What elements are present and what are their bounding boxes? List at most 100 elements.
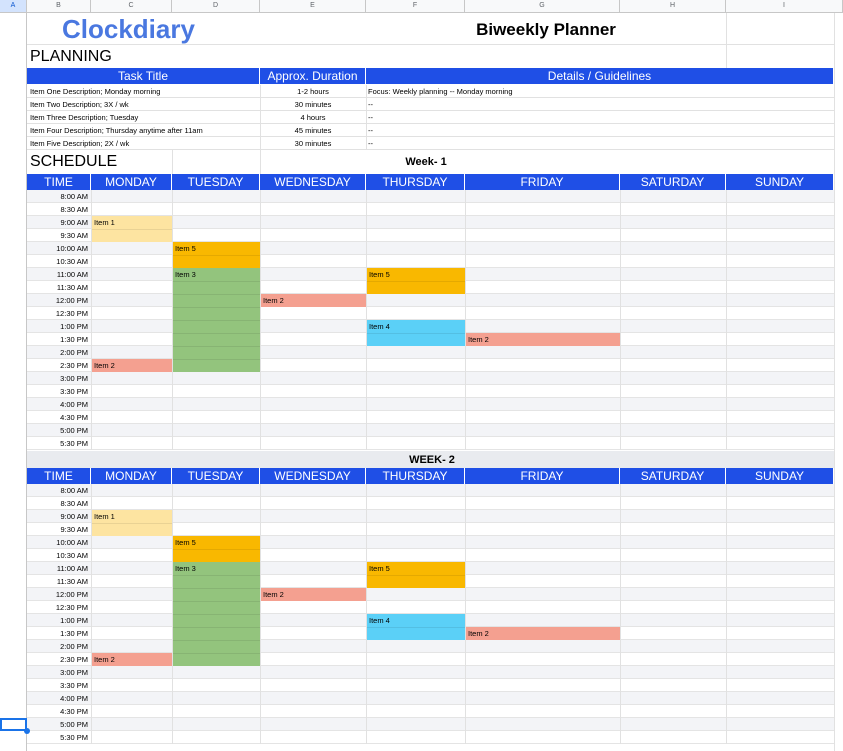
schedule-block-item-2[interactable]: Item 2 [92,653,172,666]
planner-title: Biweekly Planner [476,20,616,39]
clockdiary-logo: Clockdiary [62,14,195,44]
planning-row [27,111,834,124]
gridline [172,150,173,174]
planning-details: Focus: Weekly planning -- Monday morning [368,87,513,96]
schedule-block-item-5[interactable]: Item 5 [367,562,465,588]
gridline [726,190,727,450]
schedule-block-item-5[interactable]: Item 5 [367,268,465,294]
time-row [27,411,834,424]
time-label: 2:00 PM [60,348,88,357]
planning-details: -- [368,126,373,135]
time-label: 12:00 PM [55,590,88,599]
block-row-divider [173,281,260,282]
schedule-block-item-3[interactable]: Item 3 [173,562,260,666]
gridline [366,85,367,150]
schedule-block-item-4[interactable]: Item 4 [367,614,465,640]
gridline [726,484,727,744]
gridline [465,484,466,744]
schedule-block-item-5[interactable]: Item 5 [173,536,260,562]
time-label: 9:00 AM [60,218,88,227]
schedule-block-label: Item 5 [369,270,390,279]
time-label: 1:00 PM [60,322,88,331]
column-header-g[interactable]: G [465,0,620,13]
schedule-block-label: Item 5 [369,564,390,573]
time-row [27,601,834,614]
gridline [172,484,173,744]
column-header-d[interactable]: D [172,0,260,13]
planning-details: -- [368,139,373,148]
time-row [27,372,834,385]
day-header-monday: MONDAY [91,468,172,484]
fill-handle[interactable] [24,728,30,734]
planning-duration: 30 minutes [294,100,332,109]
schedule-block-label: Item 4 [369,616,390,625]
time-label: 10:00 AM [56,538,88,547]
time-label: 2:30 PM [60,361,88,370]
time-label: 3:30 PM [60,387,88,396]
planning-task-title: Item One Description; Monday morning [30,87,161,96]
block-row-divider [367,627,465,628]
time-row [27,640,834,653]
time-label: 4:00 PM [60,694,88,703]
column-header-b[interactable]: B [27,0,91,13]
gridline [620,484,621,744]
time-label: 5:00 PM [60,720,88,729]
time-label: 3:30 PM [60,681,88,690]
schedule-block-item-5[interactable]: Item 5 [173,242,260,268]
week-2-bar [27,451,834,468]
schedule-block-item-3[interactable]: Item 3 [173,268,260,372]
gridline [465,190,466,450]
row-gutter[interactable] [0,13,27,751]
block-row-divider [173,307,260,308]
time-row [27,203,834,216]
schedule-block-item-2[interactable]: Item 2 [466,627,620,640]
gridline [620,190,621,450]
column-header-i[interactable]: I [726,0,843,13]
day-header-tuesday: TUESDAY [172,174,260,190]
time-label: 3:00 PM [60,374,88,383]
block-row-divider [367,281,465,282]
time-row [27,497,834,510]
schedule-block-item-1[interactable]: Item 1 [92,216,172,242]
planning-task-title: Item Five Description; 2X / wk [30,139,130,148]
day-header-thursday: THURSDAY [366,174,465,190]
schedule-block-item-1[interactable]: Item 1 [92,510,172,536]
gridline [27,44,834,45]
planning-row [27,137,834,150]
time-row [27,307,834,320]
schedule-block-item-2[interactable]: Item 2 [261,294,366,307]
schedule-section-title: SCHEDULE [30,153,118,170]
time-label: 11:30 AM [56,577,88,586]
time-row [27,385,834,398]
block-row-divider [92,229,172,230]
schedule-block-item-2[interactable]: Item 2 [466,333,620,346]
gridline [260,150,261,174]
block-row-divider [173,255,260,256]
planning-duration: 45 minutes [294,126,332,135]
column-header-c[interactable]: C [91,0,172,13]
time-row [27,484,834,497]
planning-row [27,124,834,137]
column-header-a[interactable]: A [0,0,27,13]
block-row-divider [173,575,260,576]
schedule-block-item-2[interactable]: Item 2 [92,359,172,372]
schedule-block-label: Item 2 [468,335,489,344]
block-row-divider [367,333,465,334]
time-row [27,523,834,536]
column-header-f[interactable]: F [366,0,465,13]
time-label: 4:30 PM [60,707,88,716]
day-header-thursday: THURSDAY [366,468,465,484]
column-header-h[interactable]: H [620,0,726,13]
time-row [27,424,834,437]
time-row [27,679,834,692]
time-label: 4:30 PM [60,413,88,422]
planning-header-1: Approx. Duration [260,68,366,84]
schedule-block-item-2[interactable]: Item 2 [261,588,366,601]
time-row [27,731,834,744]
time-label: 1:30 PM [60,629,88,638]
column-header-e[interactable]: E [260,0,366,13]
active-cell-selection[interactable] [0,718,27,731]
schedule-block-item-4[interactable]: Item 4 [367,320,465,346]
time-row [27,216,834,229]
time-label: 1:00 PM [60,616,88,625]
